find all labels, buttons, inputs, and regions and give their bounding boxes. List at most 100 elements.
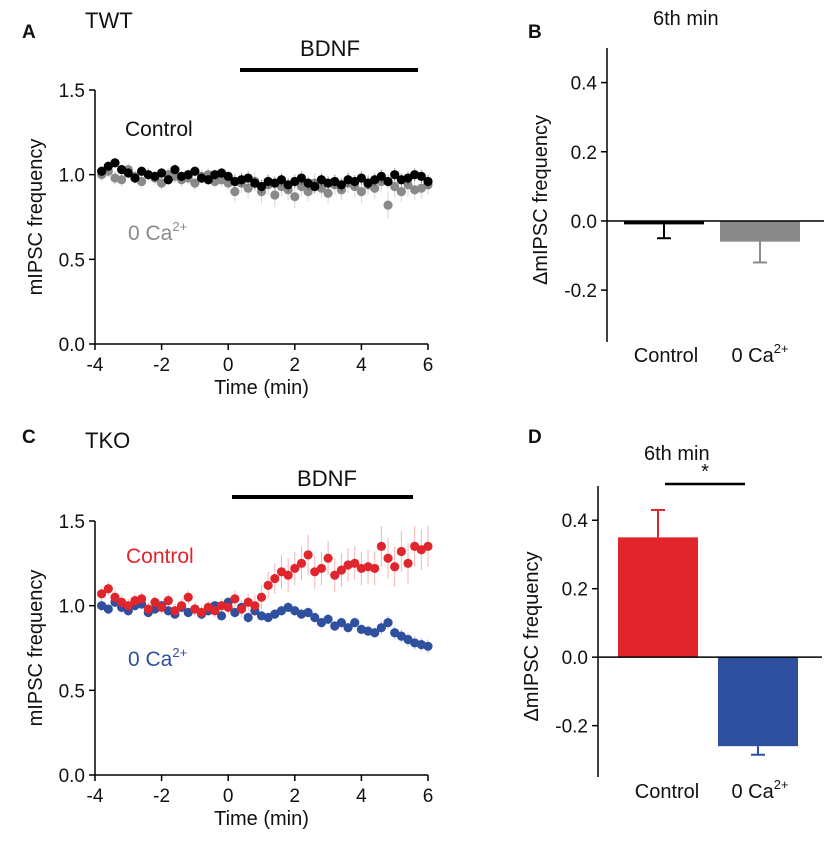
y-tick-label: 0.0 [562, 648, 588, 669]
bar-control [618, 537, 698, 658]
data-point [303, 187, 313, 197]
panel-d: D 6th min* -0.2 0.0 0.2 0.4 ΔmIPSC frequency Co… [521, 427, 822, 803]
x-tick-label: 4 [356, 355, 367, 376]
data-point [163, 595, 173, 606]
y-tick-label: -0.2 [555, 717, 588, 738]
x-tick-label: 6 [423, 786, 434, 807]
y-tick-label: -0.2 [564, 281, 597, 302]
y-tick-label: 1.0 [59, 597, 85, 618]
data-point [230, 594, 240, 604]
data-point [110, 592, 120, 602]
data-point [303, 607, 313, 618]
bar-zero-ca [720, 220, 800, 242]
data-point [370, 563, 380, 574]
data-point [216, 611, 227, 621]
data-point [383, 553, 393, 563]
data-point [150, 597, 160, 607]
data-point [163, 175, 173, 185]
data-point [423, 641, 433, 651]
data-point [303, 550, 313, 560]
category-label-zero-ca-superscript: 2+ [774, 341, 789, 356]
panel-letter: A [22, 22, 36, 43]
y-tick-label: 0.4 [562, 511, 589, 532]
panel-title: TWT [85, 8, 133, 33]
data-point [210, 606, 220, 616]
data-point [390, 170, 400, 180]
x-tick-label: 0 [223, 786, 234, 807]
y-axis-title: ΔmIPSC frequency [530, 115, 552, 285]
category-label-control: Control [635, 781, 699, 803]
y-tick-label: 1.5 [59, 512, 85, 533]
bar-zero-ca [718, 657, 798, 747]
data-point [170, 606, 180, 616]
data-point [190, 166, 200, 176]
y-tick-label: 0.4 [571, 74, 598, 95]
category-label-control-text: Control [635, 781, 699, 803]
data-point [203, 175, 213, 185]
data-point [356, 173, 366, 183]
data-point [283, 570, 293, 580]
y-axis-title: mIPSC frequency [25, 570, 47, 727]
data-point [157, 602, 167, 612]
data-point [323, 553, 333, 563]
x-tick-label: -4 [87, 786, 104, 807]
category-label-control: Control [634, 345, 698, 367]
series-label-control-text: Control [126, 545, 194, 568]
data-point [97, 589, 107, 599]
y-tick-label: 0.0 [59, 335, 85, 356]
data-point [143, 604, 153, 614]
data-point [350, 618, 360, 628]
data-point [110, 158, 120, 168]
data-point [183, 592, 193, 602]
data-point [423, 176, 433, 187]
x-tick-label: 2 [290, 786, 301, 807]
data-point [296, 173, 307, 183]
series-control [97, 157, 433, 194]
data-point [223, 171, 233, 181]
category-label-zero-ca-text: 0 Ca [731, 345, 774, 367]
data-point [376, 171, 386, 181]
data-point [323, 188, 333, 198]
data-point [396, 187, 406, 197]
data-point [343, 623, 353, 633]
data-point [370, 628, 380, 638]
data-point [316, 563, 327, 574]
data-point [403, 180, 413, 190]
series-label-control-text: Control [125, 118, 193, 141]
panel-a: A TWT BDNF 0.0 0.5 1.0 1.5 -4 -2 0 2 4 6 Time (min) mI… [22, 8, 433, 399]
data-point [296, 558, 307, 568]
data-point [370, 183, 380, 193]
data-point [350, 558, 360, 568]
data-point [170, 164, 180, 175]
data-point [270, 573, 280, 584]
category-label-control-text: Control [634, 345, 698, 367]
y-tick-label: 0.0 [571, 212, 597, 233]
data-point [376, 541, 386, 552]
data-point [336, 618, 347, 628]
data-point [390, 181, 400, 192]
panel-letter: C [22, 427, 36, 448]
x-tick-label: 0 [223, 355, 234, 376]
x-tick-label: -4 [87, 355, 104, 376]
panel-letter: D [528, 427, 542, 448]
treatment-label: BDNF [297, 466, 357, 491]
y-axis-title: mIPSC frequency [25, 139, 47, 296]
data-point [236, 604, 247, 614]
data-point [97, 166, 107, 176]
data-point [276, 175, 287, 185]
data-point [323, 614, 333, 624]
data-point [383, 618, 393, 628]
category-label-zero-ca: 0 Ca2+ [731, 341, 788, 367]
data-point [190, 178, 200, 188]
significance-marker: * [701, 461, 709, 483]
data-point [270, 190, 280, 200]
panel-title: 6th min [644, 443, 710, 465]
data-point [256, 181, 267, 192]
data-point [223, 602, 233, 612]
data-point [336, 565, 347, 575]
data-point [256, 592, 267, 602]
y-tick-label: 0.0 [59, 766, 85, 787]
data-point [103, 604, 113, 614]
y-tick-label: 0.5 [59, 250, 85, 271]
